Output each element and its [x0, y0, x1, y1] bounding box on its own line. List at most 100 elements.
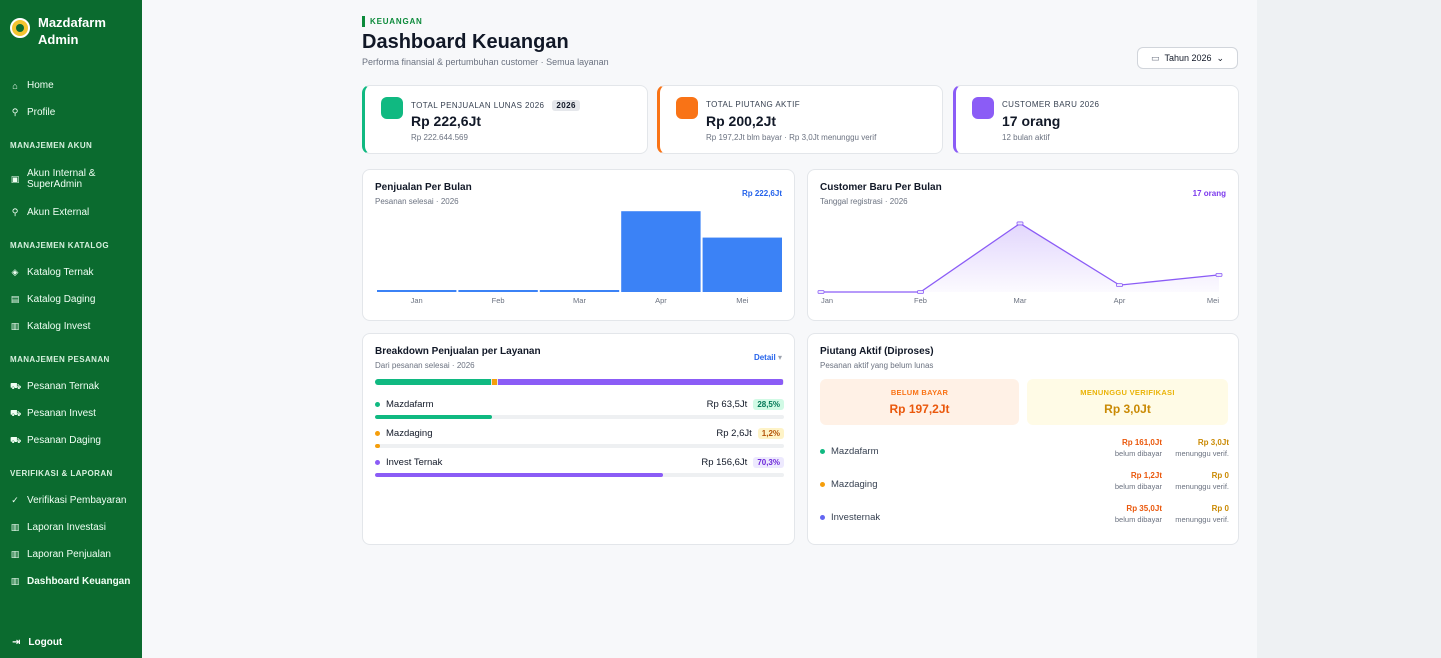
sidebar-item-pesanan-invest[interactable]: ⛟ Pesanan Invest [0, 400, 142, 427]
sidebar-item-label: Laporan Investasi [27, 522, 106, 533]
unpaid-label: BELUM BAYAR [890, 388, 949, 397]
service-progress-fill [375, 415, 492, 419]
piutang-subtitle: Pesanan aktif yang belum lunas [820, 361, 934, 370]
sidebar-item-label: Katalog Ternak [27, 267, 94, 278]
unpaid-column: Rp 35,0Jt belum dibayar [1115, 504, 1162, 524]
sidebar-item-profile[interactable]: ⚲ Profile [0, 99, 142, 126]
brand[interactable]: Mazdafarm Admin [10, 14, 118, 48]
point-jan[interactable] [817, 290, 825, 294]
logout-label: Logout [28, 637, 63, 648]
service-row[interactable]: Invest Ternak Rp 156,6Jt 70,3% [375, 455, 784, 477]
sidebar-item-laporan-penjualan[interactable]: ▥ Laporan Penjualan [0, 541, 142, 568]
page-title: Dashboard Keuangan [362, 31, 569, 53]
sidebar-item-label: Profile [27, 107, 56, 118]
sales-chart-total: Rp 222,6Jt [741, 189, 782, 198]
x-tick-label: Mei [1207, 296, 1219, 305]
piutang-row[interactable]: Mazdafarm Rp 161,0Jt belum dibayar Rp 3,0Jt… [820, 438, 1229, 466]
x-tick-label: Mei [736, 296, 748, 305]
bar-feb[interactable] [458, 290, 538, 292]
logout-button[interactable]: ⇥ Logout [12, 637, 62, 648]
sidebar-item-pesanan-ternak[interactable]: ⛟ Pesanan Ternak [0, 373, 142, 400]
bar-apr[interactable] [621, 211, 701, 292]
service-line: Invest Ternak Rp 156,6Jt 70,3% [375, 455, 784, 469]
service-row[interactable]: Mazdafarm Rp 63,5Jt 28,5% [375, 397, 784, 419]
service-name: Mazdaging [386, 427, 433, 439]
unpaid-value: Rp 197,2Jt [889, 402, 950, 416]
stat-card: TOTAL PIUTANG AKTIF Rp 200,2Jt Rp 197,2Jt … [657, 85, 943, 154]
sidebar: Mazdafarm Admin ⌂ Home ⚲ Profile MANAJEMEN A… [0, 0, 142, 658]
sidebar-item-laporan-investasi[interactable]: ▥ Laporan Investasi [0, 514, 142, 541]
piutang-row[interactable]: Mazdaging Rp 1,2Jt belum dibayar Rp 0 menung… [820, 471, 1229, 499]
sidebar-item-akun-external[interactable]: ⚲ Akun External [0, 199, 142, 226]
sidebar-item-label: Verifikasi Pembayaran [27, 495, 127, 506]
unpaid-amount: Rp 1,2Jt [1130, 471, 1162, 480]
sidebar-item-label: Home [27, 80, 54, 91]
sidebar-item-dashboard-keuangan[interactable]: ▥ Dashboard Keuangan [0, 568, 142, 595]
sidebar-item-label: Pesanan Daging [27, 435, 101, 446]
service-line: Mazdaging Rp 2,6Jt 1,2% [375, 426, 784, 440]
service-amount: Rp 156,6Jt [701, 456, 748, 468]
stat-value: Rp 222,6Jt [411, 113, 482, 129]
sidebar-item-katalog-daging[interactable]: ▤ Katalog Daging [0, 286, 142, 313]
sidebar-item-label: Pesanan Ternak [27, 381, 100, 392]
piutang-service: Mazdaging [820, 479, 877, 490]
service-progress-fill [375, 473, 663, 477]
sidebar-item-home[interactable]: ⌂ Home [0, 72, 142, 99]
stat-label-row: TOTAL PIUTANG AKTIF [706, 100, 800, 109]
stat-label: TOTAL PENJUALAN LUNAS 2026 [411, 101, 545, 110]
service-dot [375, 430, 380, 436]
sidebar-item-katalog-invest[interactable]: ▥ Katalog Invest [0, 313, 142, 340]
unpaid-summary: BELUM BAYAR Rp 197,2Jt [820, 379, 1019, 425]
piutang-service-name: Investernak [831, 512, 881, 523]
cart-icon: ⛟ [10, 407, 22, 418]
stat-year-badge: 2026 [552, 100, 580, 111]
sidebar-item-label: Katalog Daging [27, 294, 96, 305]
unpaid-amount: Rp 35,0Jt [1126, 504, 1162, 513]
sidebar-item-akun-internal-superadmin[interactable]: ▣ Akun Internal & SuperAdmin [0, 159, 142, 199]
cart-icon: ⛟ [10, 434, 22, 445]
bar-mei[interactable] [702, 237, 782, 292]
sidebar-item-verifikasi-pembayaran[interactable]: ✓ Verifikasi Pembayaran [0, 487, 142, 514]
service-progress-track [375, 444, 784, 448]
service-amount: Rp 2,6Jt [716, 427, 752, 439]
breakdown-title: Breakdown Penjualan per Layanan [375, 346, 541, 357]
verify-amount: Rp 0 [1211, 504, 1229, 513]
x-tick-label: Apr [1114, 296, 1126, 305]
verify-caption: menunggu verif. [1175, 482, 1229, 491]
unpaid-caption: belum dibayar [1114, 515, 1162, 524]
breakdown-subtitle: Dari pesanan selesai · 2026 [375, 361, 475, 370]
year-select-button[interactable]: ▭ Tahun 2026 ⌄ [1137, 47, 1238, 69]
point-apr[interactable] [1116, 283, 1123, 288]
stat-label-row: CUSTOMER BARU 2026 [1002, 100, 1099, 109]
point-mar[interactable] [1016, 221, 1024, 226]
bar-jan[interactable] [377, 290, 457, 292]
stat-sub: Rp 197,2Jt blm bayar · Rp 3,0Jt menunggu… [706, 133, 877, 142]
x-tick-label: Mar [573, 296, 586, 305]
sales-chart-subtitle: Pesanan selesai · 2026 [375, 197, 459, 206]
cart-icon: ⛟ [10, 380, 22, 391]
sidebar-item-katalog-ternak[interactable]: ◈ Katalog Ternak [0, 259, 142, 286]
bar-mar[interactable] [539, 290, 620, 292]
users-icon: ▣ [10, 173, 20, 184]
stat-label-row: TOTAL PENJUALAN LUNAS 2026 2026 [411, 100, 580, 111]
piutang-row[interactable]: Investernak Rp 35,0Jt belum dibayar Rp 0 men… [820, 504, 1229, 532]
detail-button[interactable]: Detail ▾ [754, 353, 782, 362]
sales-chart-title: Penjualan Per Bulan [375, 182, 472, 193]
point-feb[interactable] [917, 290, 924, 294]
unpaid-caption: belum dibayar [1114, 482, 1162, 491]
breakdown-card: Breakdown Penjualan per Layanan Dari pes… [362, 333, 795, 545]
sidebar-item-pesanan-daging[interactable]: ⛟ Pesanan Daging [0, 427, 142, 454]
check-circle-icon: ✓ [11, 495, 19, 505]
page-subtitle: Performa finansial & pertumbuhan custome… [362, 57, 609, 67]
box-icon: ◈ [11, 267, 19, 277]
point-mei[interactable] [1215, 272, 1223, 277]
sidebar-section-title: MANAJEMEN AKUN [10, 141, 93, 150]
right-background [1257, 0, 1441, 658]
service-dot [820, 482, 825, 487]
service-row[interactable]: Mazdaging Rp 2,6Jt 1,2% [375, 426, 784, 448]
service-progress-track [375, 415, 784, 419]
unpaid-column: Rp 161,0Jt belum dibayar [1115, 438, 1162, 458]
service-percent-badge: 28,5% [753, 398, 784, 410]
piutang-title: Piutang Aktif (Diproses) [820, 346, 934, 357]
sales-bar-chart: Jan Feb Mar Apr Mei [377, 211, 782, 305]
